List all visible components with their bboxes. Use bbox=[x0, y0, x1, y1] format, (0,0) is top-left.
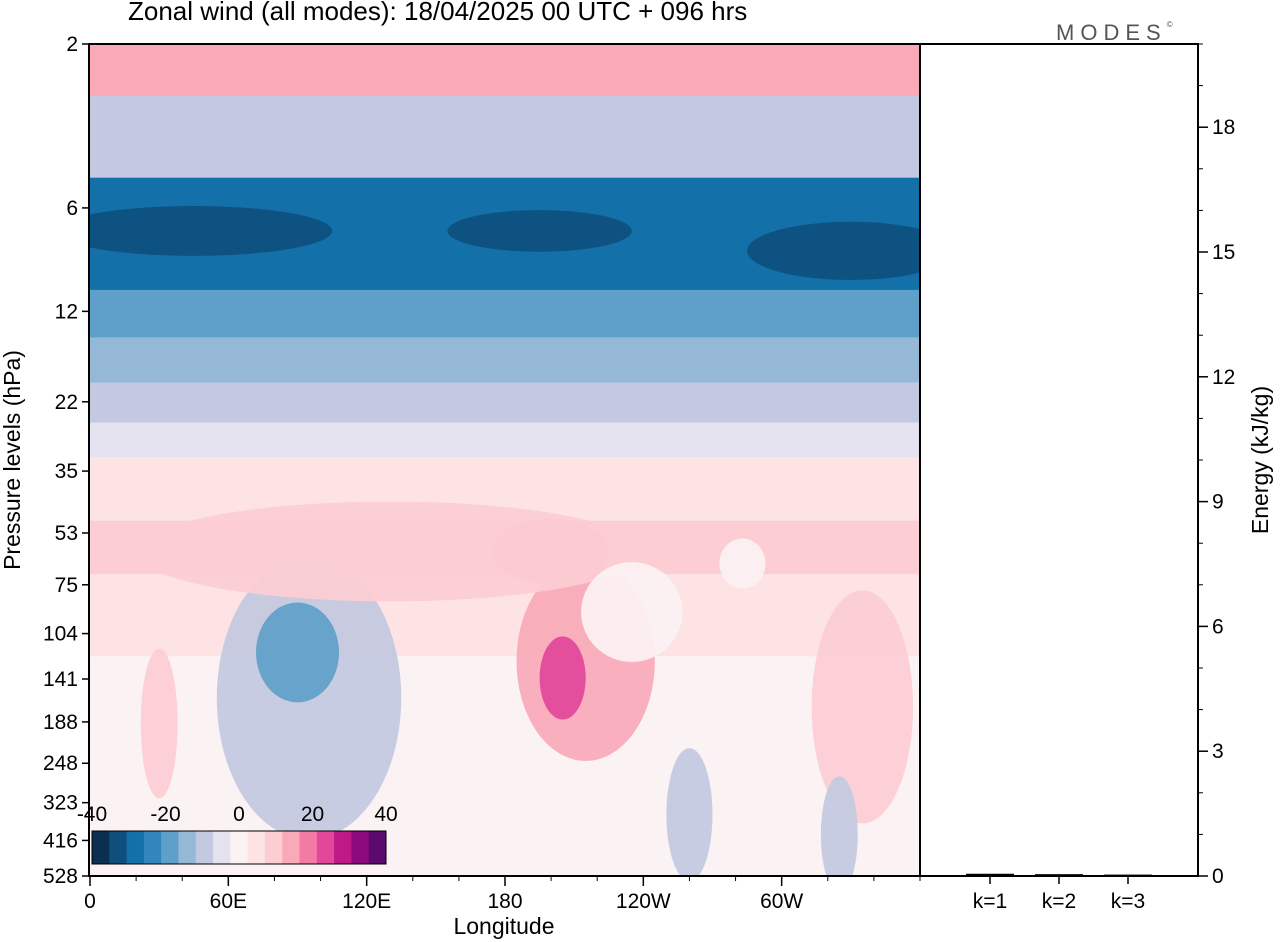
chart-title: Zonal wind (all modes): 18/04/2025 00 UT… bbox=[128, 0, 748, 26]
colorbar-swatch bbox=[92, 831, 110, 864]
y-tick-label: 35 bbox=[55, 460, 78, 483]
contour-westerly-plume-east bbox=[811, 590, 914, 824]
y-tick-label: 528 bbox=[43, 865, 78, 888]
contour-stratospheric-jet-core-central bbox=[447, 210, 632, 252]
zonal-mean-band-22hpa bbox=[90, 382, 920, 423]
energy-axis: 0 3 6 9 12 15 18 bbox=[1198, 43, 1235, 888]
y-tick-label: 53 bbox=[55, 522, 78, 545]
contour-easterly-core-120e bbox=[256, 602, 339, 703]
colorbar-swatch bbox=[334, 831, 352, 864]
x-axis-title: Longitude bbox=[453, 913, 554, 939]
energy-axis-title: Energy (kJ/kg) bbox=[1247, 386, 1273, 534]
contour-calm-cell-120w bbox=[581, 562, 683, 662]
contour-westerly-patch-30e bbox=[140, 648, 178, 799]
x-tick-label: 60E bbox=[210, 890, 247, 913]
colorbar-swatch bbox=[299, 831, 318, 864]
longitude-axis: 0 60E 120E 180 120W 60W bbox=[84, 876, 921, 913]
y-tick-label: 416 bbox=[43, 829, 78, 852]
energy-category-label: k=2 bbox=[1042, 890, 1076, 913]
y-tick-label: 141 bbox=[43, 668, 78, 691]
y-tick-label: 248 bbox=[43, 752, 78, 775]
energy-category-label: k=1 bbox=[973, 890, 1007, 913]
zonal-mean-band-323hpa bbox=[90, 782, 920, 823]
zonal-mean-band-141hpa bbox=[90, 656, 920, 701]
colorbar-swatch bbox=[247, 831, 266, 864]
zonal-mean-band-104hpa bbox=[90, 609, 920, 657]
colorbar-swatch bbox=[351, 831, 370, 864]
zonal-mean-band-35hpa bbox=[90, 457, 920, 491]
colorbar-swatch bbox=[213, 831, 231, 864]
x-tick-label: 120W bbox=[616, 890, 671, 913]
colorbar-swatch bbox=[282, 831, 301, 864]
colorbar-swatch bbox=[195, 831, 214, 864]
colorbar-tick-label: -20 bbox=[150, 803, 180, 826]
x-tick-label: 0 bbox=[84, 890, 96, 913]
colorbar: -40 -20 0 20 40 bbox=[77, 803, 398, 865]
y-tick-label: 75 bbox=[55, 574, 78, 597]
contour-westerly-core-central bbox=[539, 636, 586, 720]
colorbar-tick-label: 0 bbox=[233, 803, 245, 826]
colorbar-swatch bbox=[161, 831, 179, 864]
colorbar-swatch bbox=[126, 831, 145, 864]
energy-bars: k=1 k=2 k=3 bbox=[966, 873, 1152, 913]
contour-stratospheric-jet-core-east bbox=[747, 221, 920, 280]
energy-bar-k3 bbox=[1104, 874, 1152, 877]
brand-name: MODES bbox=[1056, 20, 1167, 45]
zonal-mean-band-29hpa bbox=[90, 422, 920, 458]
colorbar-tick-label: -40 bbox=[77, 803, 107, 826]
energy-tick-label: 9 bbox=[1212, 491, 1224, 514]
y-tick-label: 12 bbox=[55, 300, 78, 323]
colorbar-swatch bbox=[230, 831, 249, 864]
energy-tick-label: 18 bbox=[1212, 116, 1235, 139]
energy-bar-k1 bbox=[966, 873, 1014, 876]
energy-tick-label: 0 bbox=[1212, 865, 1224, 888]
x-tick-label: 120E bbox=[342, 890, 391, 913]
x-tick-label: 180 bbox=[487, 890, 522, 913]
colorbar-swatch bbox=[264, 831, 283, 864]
colorbar-frame bbox=[91, 830, 387, 865]
zonal-mean-band-4hpa bbox=[90, 95, 920, 179]
contour-stratospheric-jet-core-west bbox=[90, 205, 333, 256]
colorbar-tick-label: 40 bbox=[374, 803, 397, 826]
y-axis-title: Pressure levels (hPa) bbox=[0, 350, 25, 570]
contour-calm-cell-70w bbox=[719, 538, 766, 589]
energy-panel-frame bbox=[919, 43, 1199, 877]
y-tick-label: 2 bbox=[66, 33, 78, 56]
y-tick-label: 323 bbox=[43, 792, 78, 815]
modes-logo: MODES© bbox=[1056, 20, 1173, 46]
energy-tick-label: 12 bbox=[1212, 366, 1235, 389]
zonal-mean-band-12hpa bbox=[90, 289, 920, 338]
zonal-mean-band-2hpa bbox=[90, 44, 920, 97]
energy-tick-label: 3 bbox=[1212, 740, 1224, 763]
contour-easterly-patch-110w bbox=[666, 748, 713, 876]
energy-tick-label: 6 bbox=[1212, 615, 1224, 638]
colorbar-swatch bbox=[368, 831, 387, 864]
y-tick-label: 6 bbox=[66, 197, 78, 220]
energy-category-label: k=3 bbox=[1111, 890, 1145, 913]
energy-tick-label: 15 bbox=[1212, 241, 1235, 264]
pressure-axis: 2 6 12 22 35 53 75 104 141 188 248 323 416 528 bbox=[43, 33, 90, 888]
zonal-mean-band-188hpa bbox=[90, 700, 920, 744]
zonal-mean-band-17hpa bbox=[90, 337, 920, 384]
zonal-wind-heatmap bbox=[90, 44, 920, 876]
zonal-mean-band-248hpa bbox=[90, 742, 920, 784]
zonal-mean-bands bbox=[90, 44, 920, 876]
colorbar-swatch bbox=[143, 831, 162, 864]
copyright-mark: © bbox=[1166, 20, 1173, 29]
colorbar-swatch bbox=[316, 831, 335, 864]
colorbar-tick-label: 20 bbox=[301, 803, 324, 826]
contour-easterly-patch-40w bbox=[820, 776, 858, 876]
contour-lower-stratosphere-westerlies bbox=[136, 501, 644, 602]
x-tick-label: 60W bbox=[760, 890, 803, 913]
energy-bar-k2 bbox=[1035, 874, 1083, 876]
wind-anomaly-contours bbox=[90, 205, 920, 876]
y-tick-label: 22 bbox=[55, 391, 78, 414]
colorbar-swatch bbox=[109, 831, 128, 864]
y-tick-label: 104 bbox=[43, 623, 78, 646]
colorbar-swatch bbox=[178, 831, 197, 864]
y-tick-label: 188 bbox=[43, 711, 78, 734]
